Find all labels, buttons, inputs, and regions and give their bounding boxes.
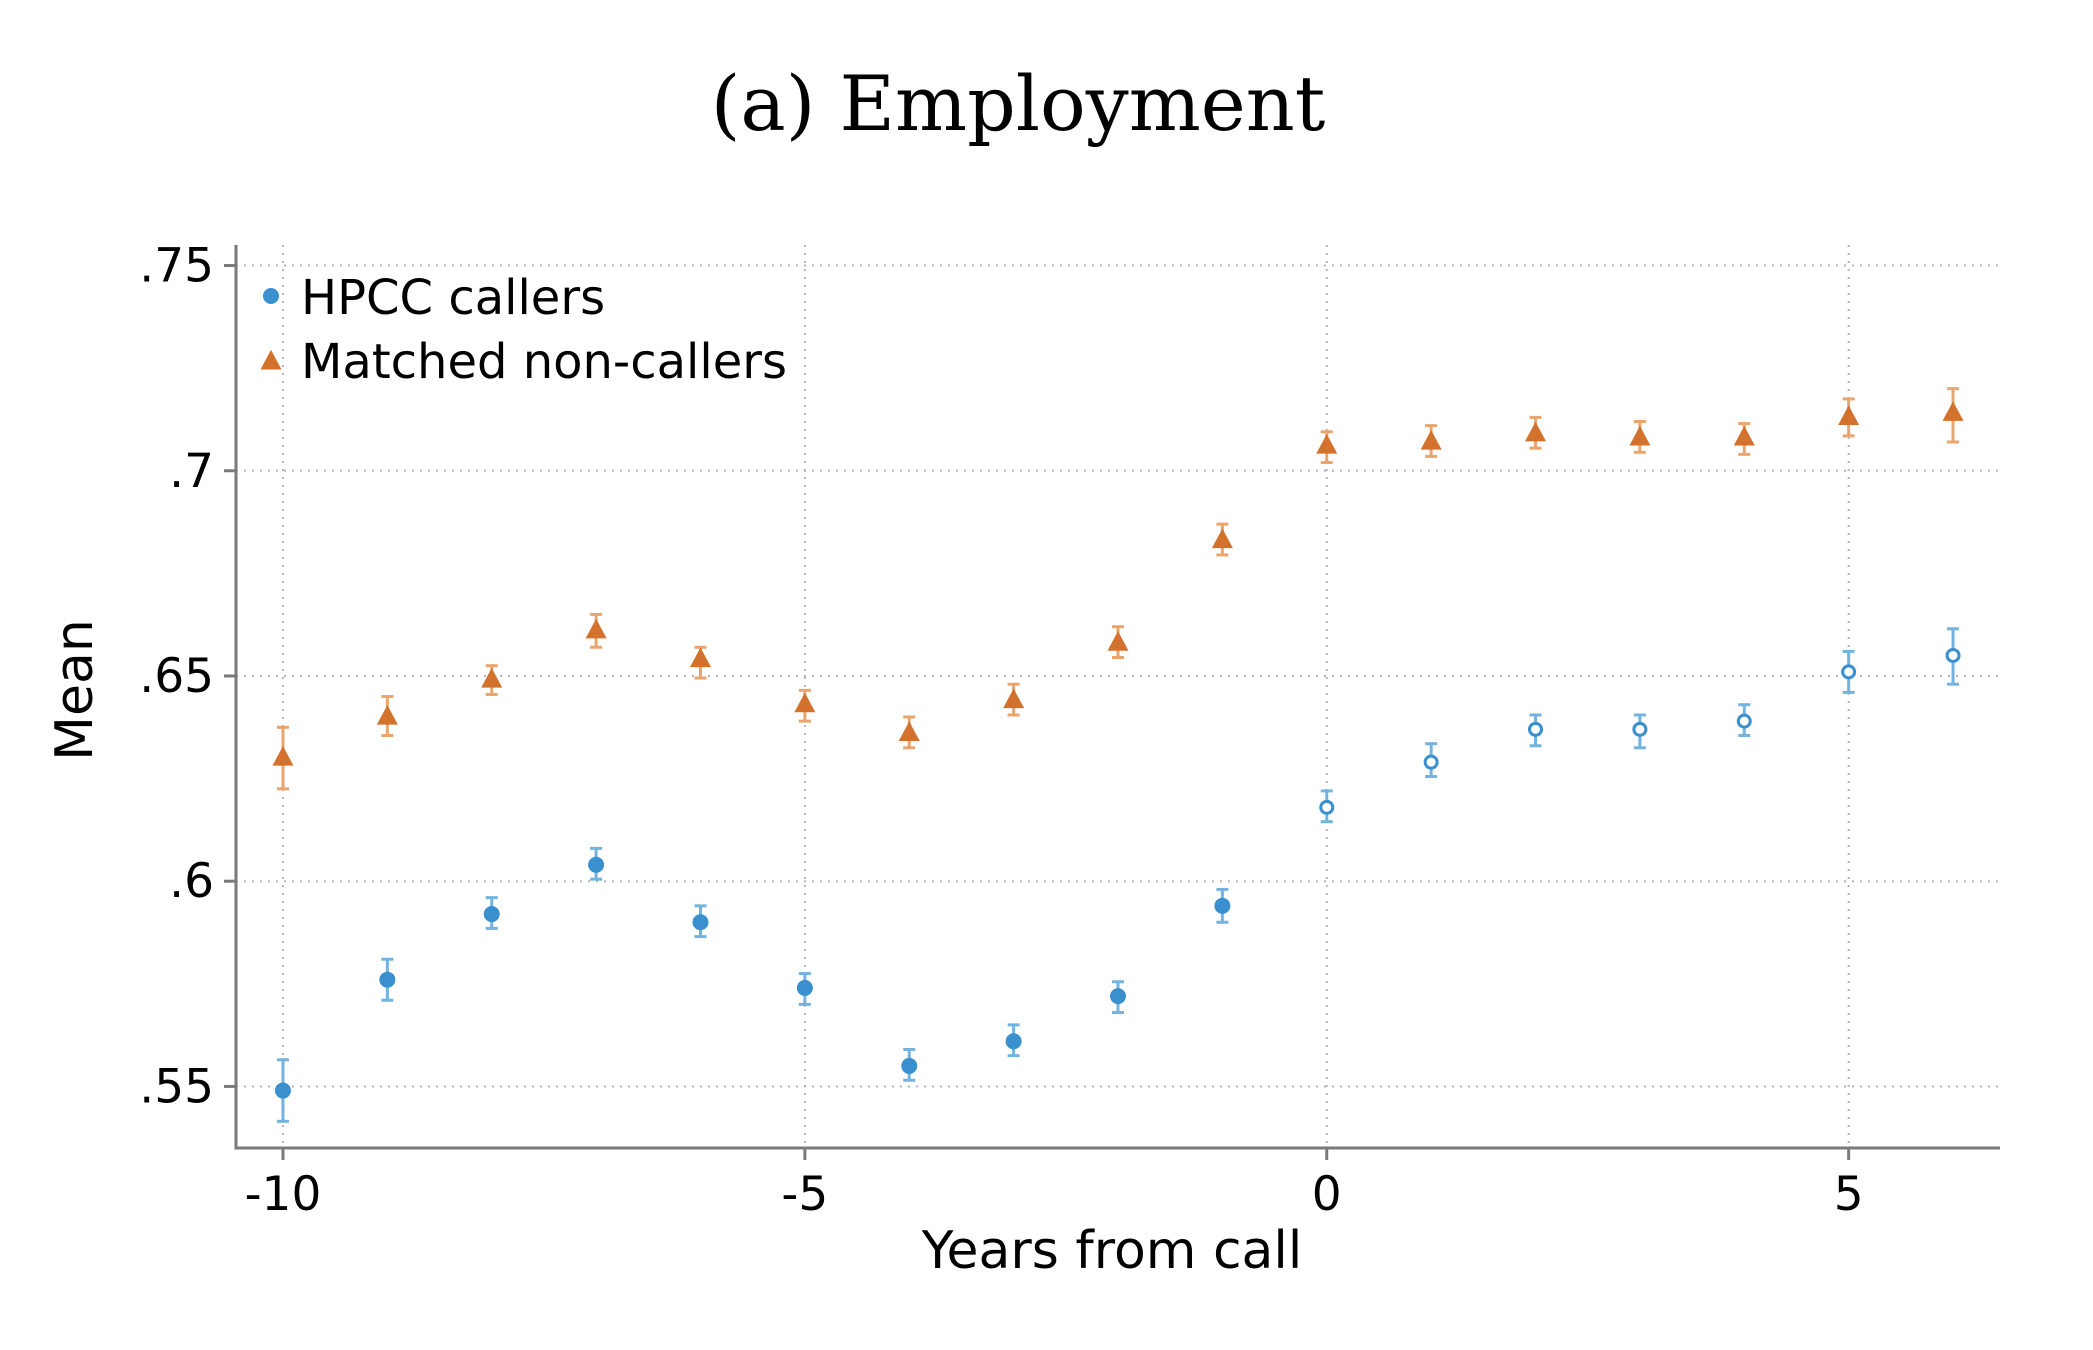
x-axis-title: Years from call <box>921 1221 1303 1281</box>
matched-point <box>1838 405 1860 425</box>
hpcc-point <box>1319 799 1335 815</box>
matched-point <box>1942 401 1964 421</box>
legend-hpcc-label: HPCC callers <box>301 270 605 326</box>
y-tick-label: .75 <box>139 239 214 294</box>
legend-matched-label: Matched non-callers <box>301 334 787 390</box>
legend-hpcc-marker <box>263 288 279 304</box>
y-tick-label: .65 <box>139 649 214 704</box>
y-tick-label: .7 <box>169 444 214 499</box>
legend-matched-marker <box>260 349 282 370</box>
hpcc-point <box>1005 1033 1022 1050</box>
hpcc-point <box>274 1082 291 1099</box>
hpcc-point <box>1110 988 1126 1005</box>
matched-point <box>1107 631 1129 651</box>
data-markers <box>272 401 1964 1099</box>
y-tick-label: .6 <box>169 854 214 909</box>
hpcc-point <box>692 914 709 931</box>
chart-title: (a) Employment <box>711 59 1326 148</box>
hpcc-point <box>1841 664 1857 680</box>
legend: HPCC callers Matched non-callers <box>260 270 787 390</box>
x-tick-label: 0 <box>1312 1167 1342 1222</box>
x-tick-label: -5 <box>781 1167 828 1222</box>
hpcc-point <box>1945 647 1961 663</box>
matched-point <box>585 618 607 639</box>
hpcc-point <box>1214 897 1231 914</box>
matched-point <box>689 647 711 668</box>
hpcc-point <box>588 856 605 873</box>
axes: .55 .6 .65 .7 .75 -10 -5 0 5 <box>139 239 2000 1222</box>
x-tick-label: -10 <box>245 1167 322 1222</box>
hpcc-point <box>483 906 500 923</box>
hpcc-point <box>901 1057 918 1074</box>
matched-point <box>898 721 920 742</box>
matched-point <box>1211 528 1233 549</box>
hpcc-point <box>1632 721 1648 737</box>
matched-point <box>272 745 294 766</box>
hpcc-point <box>1423 754 1439 770</box>
matched-point <box>1733 425 1755 446</box>
matched-point <box>1316 434 1338 454</box>
matched-point <box>481 668 503 688</box>
matched-point <box>1629 425 1651 446</box>
hpcc-point <box>379 971 396 988</box>
error-bars <box>276 387 1960 1123</box>
matched-point <box>376 704 398 725</box>
hpcc-point <box>796 979 813 996</box>
matched-point <box>794 692 816 713</box>
y-tick-label: .55 <box>139 1059 214 1114</box>
matched-point <box>1420 429 1442 450</box>
matched-point <box>1525 421 1547 442</box>
matched-point <box>1003 688 1025 709</box>
x-tick-label: 5 <box>1834 1167 1864 1222</box>
y-axis-title: Mean <box>45 619 105 761</box>
hpcc-point <box>1736 713 1752 729</box>
hpcc-point <box>1528 721 1544 737</box>
